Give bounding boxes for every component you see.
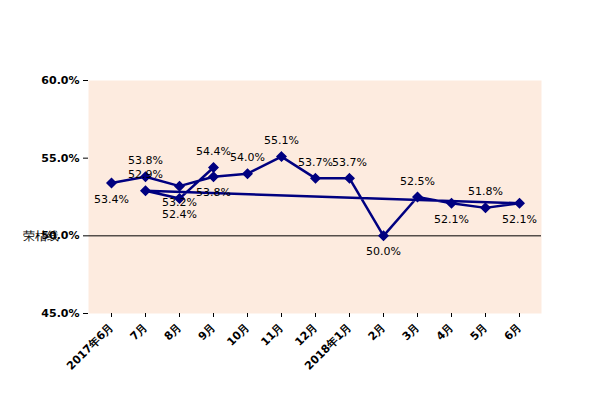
svg-text:2018年1月: 2018年1月 — [302, 321, 354, 373]
svg-text:8月: 8月 — [162, 321, 184, 343]
svg-text:52.9%: 52.9% — [128, 168, 163, 181]
svg-text:60.0%: 60.0% — [41, 74, 79, 87]
svg-text:53.8%: 53.8% — [196, 186, 231, 199]
svg-text:10月: 10月 — [224, 321, 252, 349]
svg-text:55.0%: 55.0% — [41, 152, 79, 165]
svg-text:5月: 5月 — [468, 321, 490, 343]
svg-text:54.4%: 54.4% — [196, 145, 231, 158]
svg-text:53.8%: 53.8% — [128, 154, 163, 167]
svg-text:荣枯线: 荣枯线 — [23, 229, 59, 243]
svg-text:55.1%: 55.1% — [264, 134, 299, 147]
svg-text:53.2%: 53.2% — [162, 196, 197, 209]
svg-text:7月: 7月 — [128, 321, 150, 343]
svg-text:52.1%: 52.1% — [502, 213, 537, 226]
svg-text:6月: 6月 — [502, 321, 524, 343]
svg-text:52.4%: 52.4% — [162, 208, 197, 221]
svg-text:50.0%: 50.0% — [41, 229, 80, 243]
svg-text:52.1%: 52.1% — [434, 213, 469, 226]
svg-text:4月: 4月 — [434, 321, 456, 343]
svg-text:53.7%: 53.7% — [298, 156, 333, 169]
svg-text:53.4%: 53.4% — [94, 193, 129, 206]
svg-text:12月: 12月 — [292, 321, 320, 349]
svg-text:51.8%: 51.8% — [468, 185, 503, 198]
svg-text:45.0%: 45.0% — [41, 307, 79, 320]
svg-text:9月: 9月 — [196, 321, 218, 343]
svg-text:11月: 11月 — [258, 321, 286, 349]
svg-text:50.0%: 50.0% — [366, 245, 401, 258]
svg-text:52.5%: 52.5% — [400, 175, 435, 188]
svg-text:2017年6月: 2017年6月 — [64, 321, 116, 373]
svg-text:2月: 2月 — [366, 321, 388, 343]
svg-text:54.0%: 54.0% — [230, 151, 265, 164]
svg-text:53.7%: 53.7% — [332, 156, 367, 169]
svg-text:3月: 3月 — [400, 321, 422, 343]
